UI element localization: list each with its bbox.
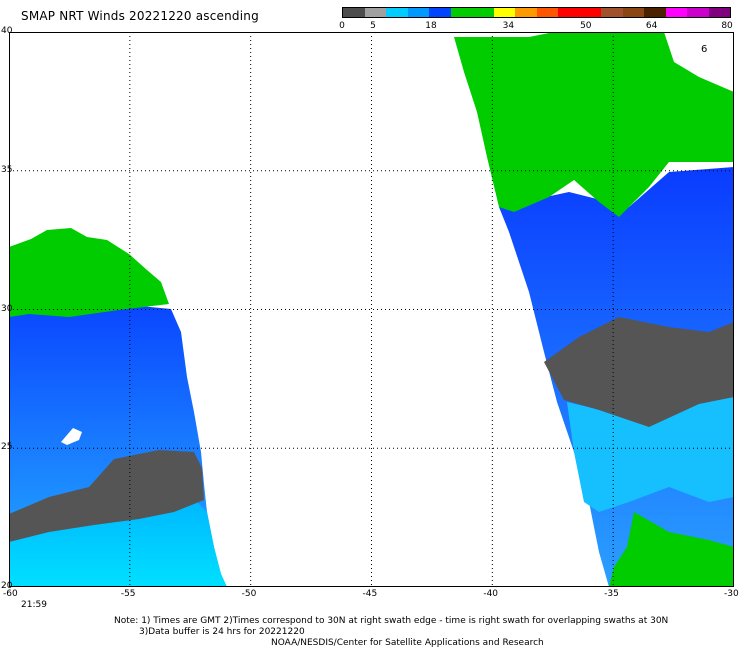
- longitude-tick: -45: [362, 589, 378, 599]
- colorbar-label: 0: [339, 21, 345, 31]
- colorbar-segment: [708, 8, 730, 17]
- colorbar-segment: [407, 8, 429, 17]
- colorbar-label: 34: [502, 21, 515, 31]
- right-cyan-region: [567, 392, 734, 512]
- colorbar-segment: [364, 8, 386, 17]
- colorbar-segment: [472, 8, 494, 17]
- colorbar-segment: [687, 8, 709, 17]
- left-gray-region: [9, 450, 204, 542]
- wind-speed-colorbar: [342, 7, 731, 18]
- right-gray-region: [544, 317, 734, 427]
- left-green-region: [9, 228, 169, 317]
- wind-map: 6: [9, 32, 734, 587]
- latitude-tick: 25: [1, 442, 13, 453]
- longitude-tick: -35: [604, 589, 619, 599]
- colorbar-label: 5: [370, 21, 376, 31]
- colorbar-segment: [579, 8, 601, 17]
- swath-time: 21:59: [21, 600, 47, 610]
- latitude-tick: 35: [1, 164, 13, 175]
- note-line-1: Note: 1) Times are GMT 2)Times correspon…: [114, 616, 669, 626]
- right-green-region: [454, 32, 734, 217]
- right-top-notch: [669, 32, 734, 80]
- left-swath: [9, 228, 227, 587]
- colorbar-label: 18: [425, 21, 437, 31]
- map-annotation: 6: [701, 44, 707, 55]
- lat-lon-grid: [9, 32, 734, 587]
- note-line-2: 3)Data buffer is 24 hrs for 20221220: [139, 627, 305, 637]
- colorbar-segment: [622, 8, 644, 17]
- longitude-tick: -55: [120, 589, 136, 599]
- left-hole: [61, 428, 82, 445]
- longitude-tick: -40: [483, 589, 499, 599]
- map-title: SMAP NRT Winds 20221220 ascending: [21, 9, 259, 23]
- latitude-tick: 40: [1, 26, 13, 36]
- right-green-bottom-region: [609, 512, 734, 587]
- colorbar-label: 50: [580, 21, 592, 31]
- colorbar-segment: [450, 8, 472, 17]
- colorbar-segment: [536, 8, 558, 17]
- latitude-tick: 20: [1, 581, 13, 591]
- colorbar-segment: [601, 8, 623, 17]
- colorbar-segment: [558, 8, 580, 17]
- colorbar-segment: [343, 8, 365, 17]
- latitude-tick: 30: [1, 303, 13, 314]
- colorbar-segment: [429, 8, 451, 17]
- colorbar-segment: [493, 8, 515, 17]
- longitude-tick: -30: [724, 589, 739, 599]
- longitude-tick: -60: [3, 589, 18, 599]
- colorbar-segment: [515, 8, 537, 17]
- longitude-tick: -50: [241, 589, 257, 599]
- map-frame: [9, 32, 734, 587]
- colorbar-segment: [644, 8, 666, 17]
- note-line-3: NOAA/NESDIS/Center for Satellite Applica…: [271, 638, 544, 648]
- colorbar-segment: [665, 8, 687, 17]
- colorbar-label: 80: [721, 21, 733, 31]
- colorbar-label: 64: [645, 21, 658, 31]
- left-cyan-region: [9, 502, 227, 587]
- colorbar-segment: [386, 8, 408, 17]
- right-swath: [454, 32, 734, 587]
